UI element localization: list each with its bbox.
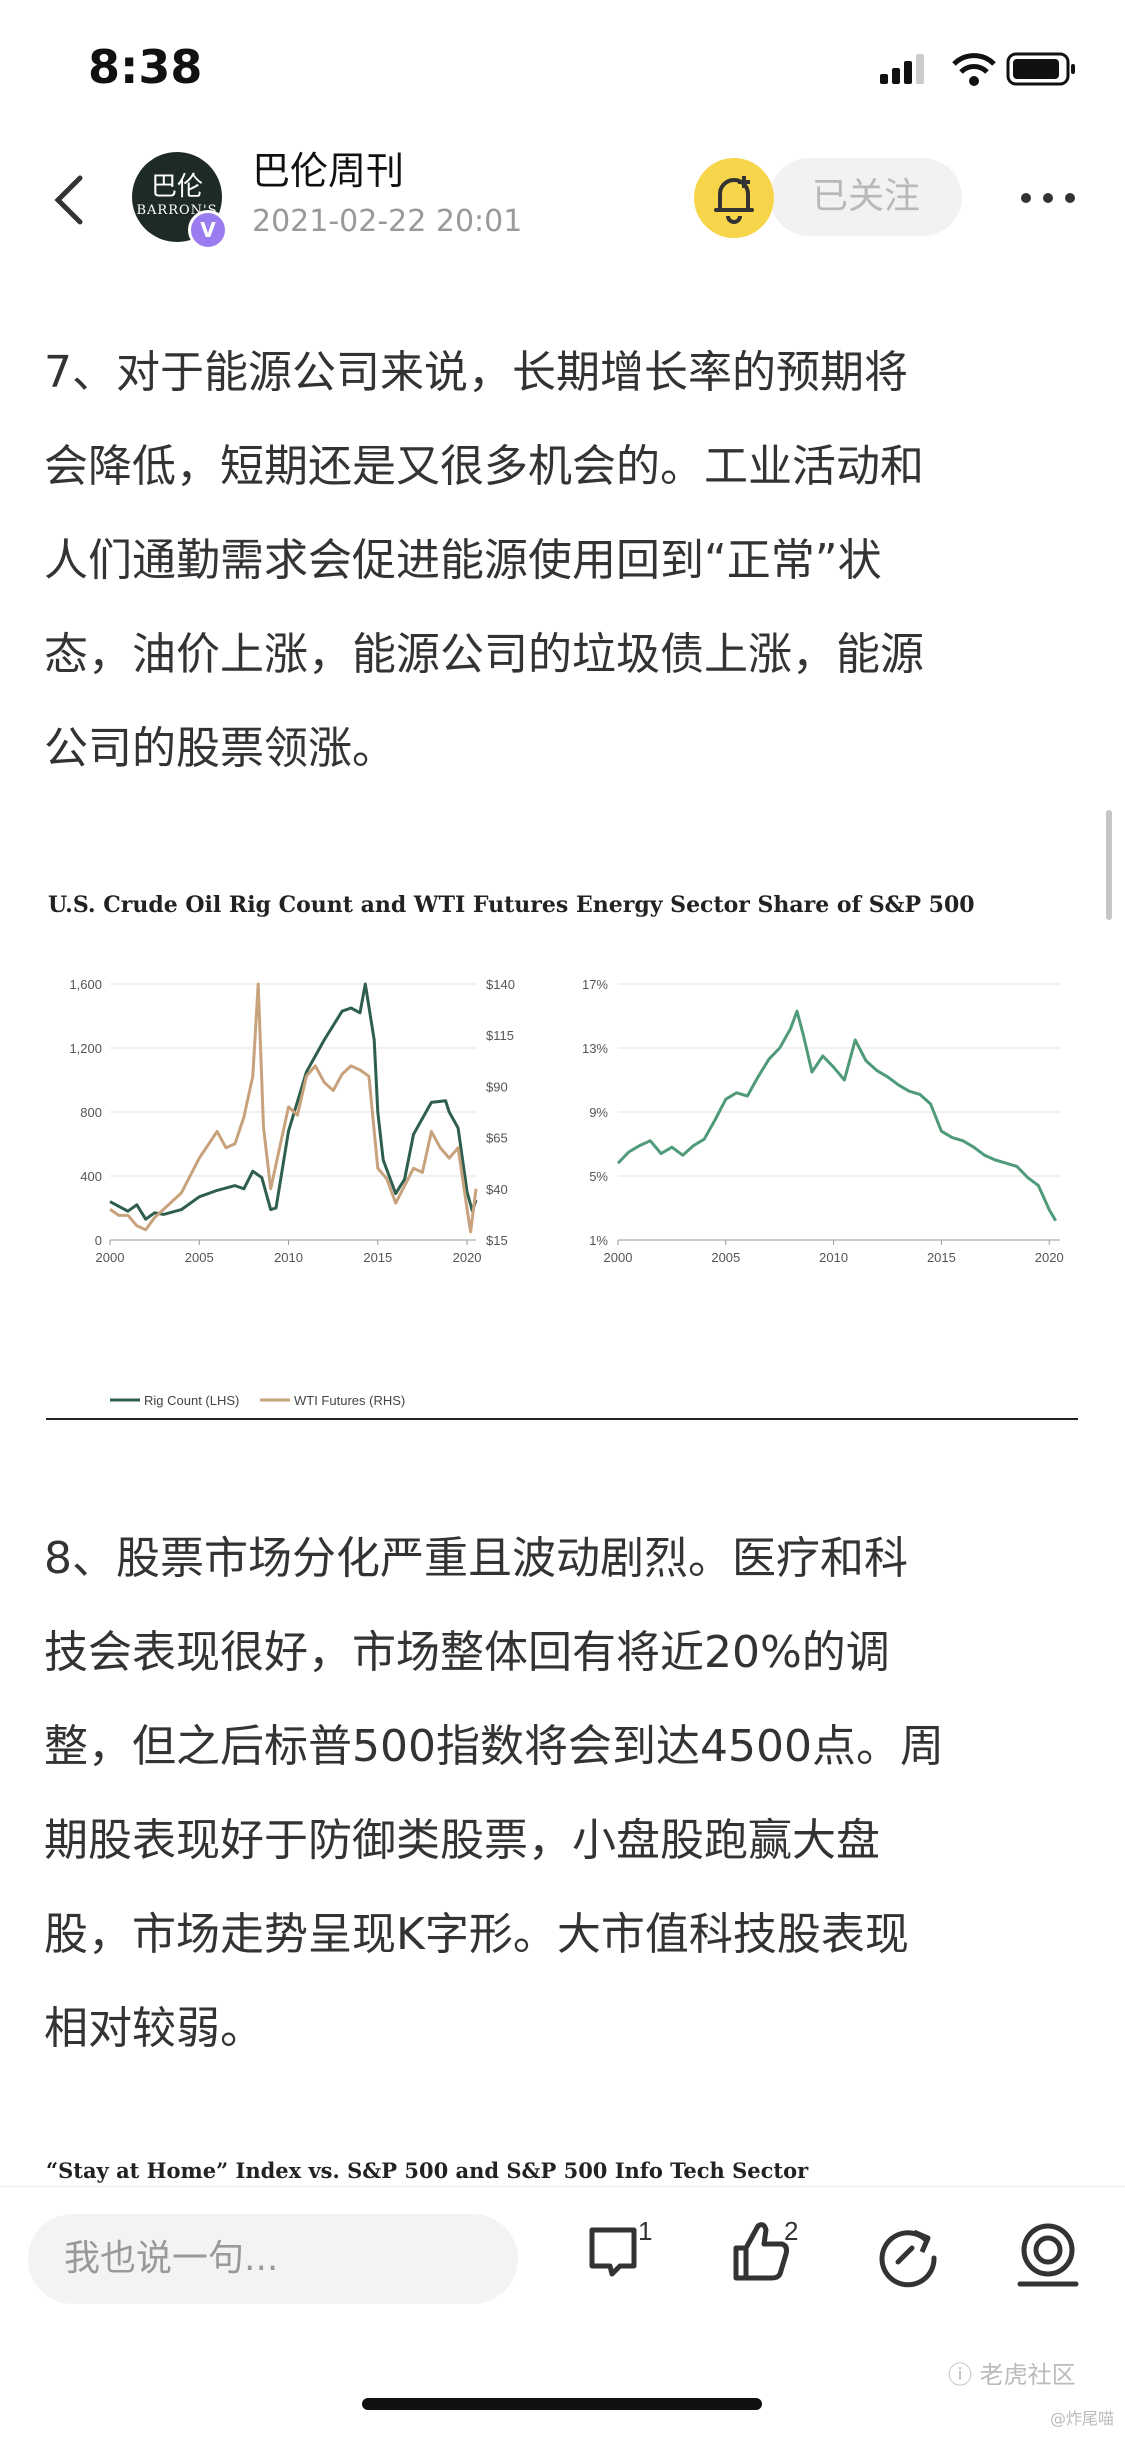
watermark-user: @炸尾喵	[1050, 2409, 1115, 2428]
x-tick-label: 2000	[604, 1250, 633, 1265]
status-icons	[880, 52, 1075, 86]
article-paragraph-7: 7、对于能源公司来说，长期增长率的预期将 会降低，短期还是又很多机会的。工业活动…	[44, 326, 1080, 796]
follow-button[interactable]: 已关注	[770, 158, 962, 236]
x-tick-label: 2010	[274, 1250, 303, 1265]
paragraph-line: 会降低，短期还是又很多机会的。工业活动和	[44, 441, 924, 492]
more-icon[interactable]	[1018, 188, 1078, 208]
bell-icon	[714, 176, 754, 224]
signal-icon	[880, 54, 924, 84]
battery-icon	[1006, 52, 1075, 86]
y-left-tick-label: 400	[80, 1169, 102, 1184]
chart-divider	[46, 1418, 1078, 1420]
y-left-tick-label: 0	[95, 1233, 102, 1248]
y-left-tick-label: 800	[80, 1105, 102, 1120]
back-icon[interactable]	[50, 172, 90, 228]
x-tick-label: 2005	[711, 1250, 740, 1265]
y-tick-label: 17%	[582, 977, 608, 992]
y-left-tick-label: 1,600	[69, 977, 102, 992]
x-tick-label: 2020	[453, 1250, 482, 1265]
paragraph-line: 期股表现好于防御类股票，小盘股跑赢大盘	[44, 1815, 880, 1866]
paragraph-line: 态，油价上涨，能源公司的垃圾债上涨，能源	[44, 629, 924, 680]
paragraph-line: 整，但之后标普500指数将会到达4500点。周	[44, 1721, 944, 1772]
comment-button[interactable]: 1	[586, 2212, 656, 2296]
scrollbar[interactable]	[1106, 810, 1112, 920]
x-tick-label: 2020	[1035, 1250, 1064, 1265]
y-tick-label: 13%	[582, 1041, 608, 1056]
avatar-logo-text: 巴伦	[150, 172, 203, 202]
paragraph-line: 公司的股票领涨。	[44, 723, 396, 774]
comment-input[interactable]: 我也说一句...	[28, 2214, 518, 2304]
next-chart-title: “Stay at Home” Index vs. S&P 500 and S&P…	[46, 2158, 809, 2183]
x-tick-label: 2010	[819, 1250, 848, 1265]
comment-count: 1	[638, 2216, 652, 2246]
paragraph-line: 股，市场走势呈现K字形。大市值科技股表现	[44, 1909, 909, 1960]
y-right-tick-label: $140	[486, 977, 515, 992]
share-icon	[879, 2229, 937, 2288]
y-left-tick-label: 1,200	[69, 1041, 102, 1056]
like-count: 2	[784, 2216, 798, 2246]
x-tick-label: 2000	[96, 1250, 125, 1265]
x-tick-label: 2015	[363, 1250, 392, 1265]
y-right-tick-label: $90	[486, 1079, 508, 1094]
coin-icon	[1017, 2223, 1079, 2287]
rig-count-wti-chart: 0 400 800 1,200 1,600 $15 $40 $65 $90 $115 $140 200…	[69, 977, 515, 1408]
chart-2-title: Energy Sector Share of S&P 500	[576, 892, 975, 918]
like-button[interactable]: 2	[728, 2212, 808, 2296]
y-tick-label: 5%	[589, 1169, 608, 1184]
series-line	[109, 982, 478, 1234]
status-time: 8:38	[88, 40, 203, 94]
paragraph-line: 7、对于能源公司来说，长期增长率的预期将	[44, 347, 908, 398]
legend-label: WTI Futures (RHS)	[294, 1393, 405, 1408]
y-tick-label: 9%	[589, 1105, 608, 1120]
y-right-tick-label: $65	[486, 1131, 508, 1146]
thumbs-up-icon	[733, 2222, 789, 2281]
wifi-icon	[952, 53, 996, 86]
paragraph-line: 8、股票市场分化严重且波动剧烈。医疗和科	[44, 1533, 908, 1584]
chart-1-title: U.S. Crude Oil Rig Count and WTI Futures	[48, 892, 569, 918]
series-line	[616, 1009, 1057, 1222]
paragraph-line: 人们通勤需求会促进能源使用回到“正常”状	[44, 535, 882, 586]
x-tick-label: 2015	[927, 1250, 956, 1265]
share-button[interactable]	[874, 2220, 944, 2290]
watermark: ⓘ 老虎社区	[948, 2361, 1076, 2389]
paragraph-line: 相对较弱。	[44, 2003, 264, 2054]
legend-label: Rig Count (LHS)	[144, 1393, 239, 1408]
x-tick-label: 2005	[185, 1250, 214, 1265]
post-date: 2021-02-22 20:01	[252, 204, 523, 239]
reward-button[interactable]	[1012, 2220, 1084, 2290]
y-right-tick-label: $115	[486, 1028, 514, 1043]
home-indicator[interactable]	[362, 2398, 762, 2410]
y-right-tick-label: $40	[486, 1182, 508, 1197]
author-name[interactable]: 巴伦周刊	[252, 149, 405, 193]
series-line	[109, 982, 478, 1221]
notification-bell-button[interactable]	[694, 158, 774, 238]
y-tick-label: 1%	[589, 1233, 608, 1248]
energy-share-chart: 1% 5% 9% 13% 17% 2000 2005 2010 2015 2020	[582, 977, 1064, 1265]
comment-icon	[589, 2227, 637, 2277]
article-paragraph-8: 8、股票市场分化严重且波动剧烈。医疗和科 技会表现很好，市场整体回有将近20%的…	[44, 1512, 1080, 2076]
paragraph-line: 技会表现很好，市场整体回有将近20%的调	[44, 1627, 890, 1678]
y-right-tick-label: $15	[486, 1233, 508, 1248]
verified-badge: V	[188, 210, 228, 250]
